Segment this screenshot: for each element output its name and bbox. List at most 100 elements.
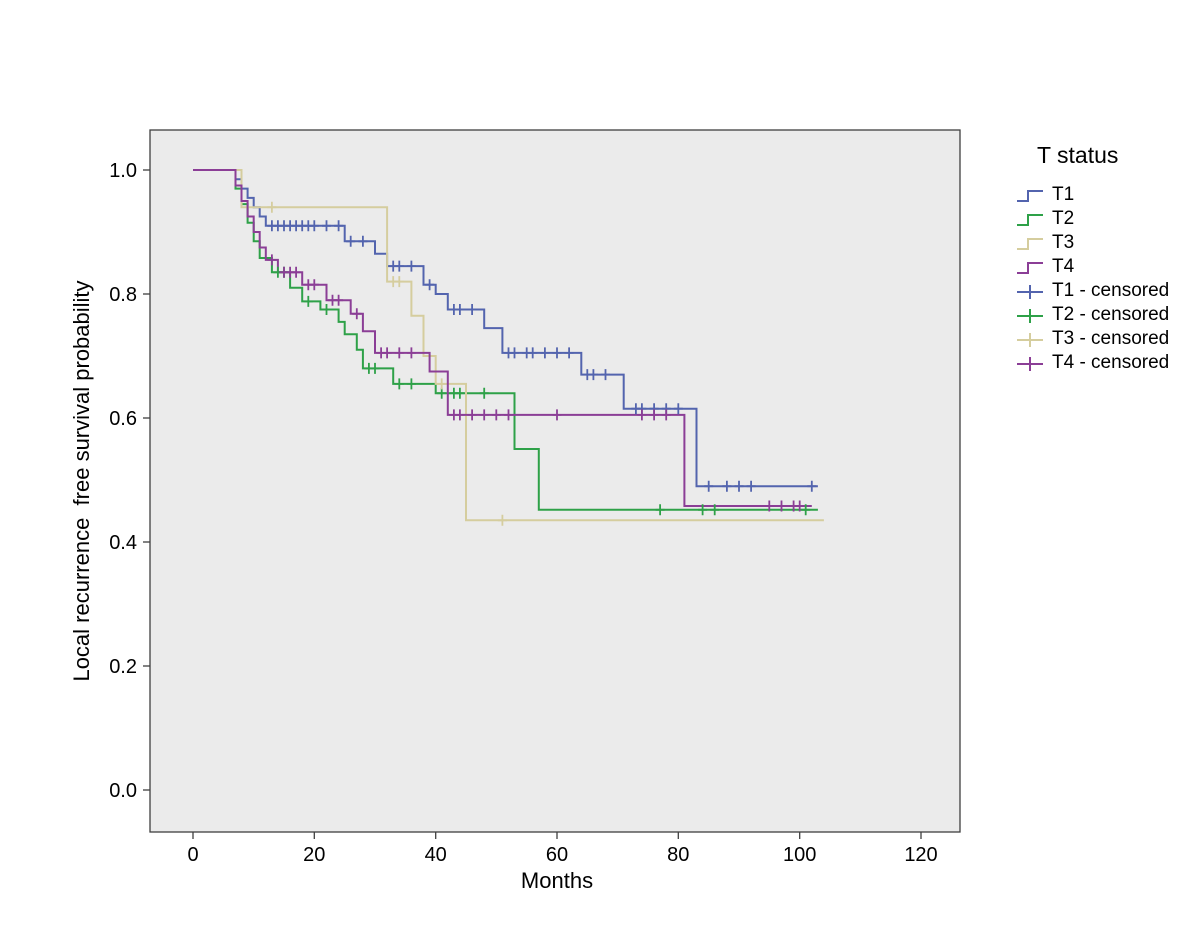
y-tick-label: 0.4	[109, 532, 137, 554]
x-tick-label: 100	[783, 844, 816, 866]
legend-item-t3: T3	[1015, 231, 1200, 255]
x-tick-label: 0	[187, 844, 198, 866]
legend-item-t4---censored: T4 - censored	[1015, 351, 1200, 375]
censor-mark-t4	[334, 294, 344, 306]
censor-mark-t2	[710, 504, 720, 516]
censor-mark-t2	[655, 504, 665, 516]
censor-mark-t4	[479, 409, 489, 421]
censor-mark-t2	[406, 378, 416, 390]
censor-mark-t4	[352, 308, 362, 320]
censor-mark-t1	[564, 347, 574, 359]
legend-item-t2---censored: T2 - censored	[1015, 303, 1200, 327]
censor-mark-t1	[673, 403, 683, 415]
censor-mark-t4	[309, 279, 319, 291]
censor-mark-t3	[497, 514, 507, 526]
legend-label: T4	[1052, 256, 1075, 277]
censor-mark-t1	[722, 480, 732, 492]
legend-items: T1 T2 T3 T4 T1 - censored T2 - censored T3 - c…	[1015, 183, 1200, 375]
series-t3-line	[193, 169, 824, 522]
censor-mark-t4	[552, 409, 562, 421]
legend-step-line-icon	[1017, 237, 1043, 250]
censor-mark-t4	[291, 266, 301, 278]
censor-mark-t4	[637, 409, 647, 421]
y-tick-label: 0.2	[109, 656, 137, 678]
censor-mark-t4	[267, 254, 277, 266]
censor-mark-t1	[406, 260, 416, 272]
series-t2-line	[193, 169, 818, 511]
x-tick-label: 60	[546, 844, 568, 866]
censor-mark-t1	[425, 279, 435, 291]
censor-mark-t1	[309, 220, 319, 232]
censor-mark-t2	[479, 387, 489, 399]
legend-censor-plus-icon	[1017, 284, 1043, 299]
legend-label: T2	[1052, 208, 1075, 229]
censor-mark-t1	[394, 260, 404, 272]
plot-area	[149, 129, 961, 833]
x-tick-label: 40	[425, 844, 447, 866]
censor-mark-t1	[334, 220, 344, 232]
legend-label: T1 - censored	[1052, 280, 1170, 301]
y-tick-label: 1.0	[109, 160, 137, 182]
censor-mark-t2	[394, 378, 404, 390]
censor-mark-t1	[528, 347, 538, 359]
censor-mark-t1	[455, 304, 465, 315]
censor-mark-t1	[588, 369, 598, 381]
censor-mark-t2	[698, 504, 708, 516]
x-tick-label: 120	[904, 844, 937, 866]
legend-step-line-icon	[1017, 189, 1043, 202]
censor-mark-t2	[437, 387, 447, 399]
y-axis-title: Local recurrence free survival probabili…	[69, 280, 94, 682]
censor-mark-t2	[322, 304, 331, 315]
legend-censor-plus-icon	[1017, 308, 1043, 323]
censor-mark-t1	[322, 220, 331, 232]
censor-mark-t1	[552, 347, 562, 359]
censor-mark-t1	[346, 235, 356, 247]
legend: T status T1 T2 T3 T4 T1 - censored T2 - censo…	[1015, 142, 1200, 375]
censor-mark-t1	[467, 304, 477, 315]
legend-item-t1---censored: T1 - censored	[1015, 279, 1200, 303]
censor-mark-t4	[491, 409, 501, 421]
censor-mark-t4	[795, 500, 805, 512]
censor-mark-t1	[746, 480, 756, 492]
censor-mark-t4	[467, 409, 477, 421]
legend-step-line-icon	[1017, 261, 1043, 274]
censor-mark-t2	[303, 295, 313, 307]
censor-mark-t2	[455, 387, 465, 399]
censor-mark-t4	[406, 347, 416, 359]
legend-item-t4: T4	[1015, 255, 1200, 279]
censor-mark-t3	[267, 201, 277, 213]
censor-mark-t3	[437, 378, 447, 390]
legend-label: T3	[1052, 232, 1075, 253]
y-tick-label: 0.8	[109, 284, 137, 306]
censor-mark-t4	[764, 500, 774, 512]
y-tick-label: 0.0	[109, 780, 137, 802]
legend-step-line-icon	[1017, 213, 1043, 226]
censor-mark-t1	[358, 235, 368, 247]
legend-item-t3---censored: T3 - censored	[1015, 327, 1200, 351]
censor-mark-t4	[394, 347, 404, 359]
censor-mark-t2	[370, 362, 380, 374]
legend-label: T3 - censored	[1052, 328, 1170, 349]
legend-item-t1: T1	[1015, 183, 1200, 207]
censor-mark-t4	[455, 409, 465, 421]
x-tick-label: 80	[667, 844, 689, 866]
censor-mark-t1	[601, 369, 610, 381]
censor-mark-t1	[734, 480, 744, 492]
censor-mark-t1	[807, 480, 817, 492]
legend-censor-plus-icon	[1017, 356, 1043, 371]
censor-mark-t4	[504, 409, 513, 421]
legend-item-t2: T2	[1015, 207, 1200, 231]
censor-mark-t2	[801, 504, 811, 516]
x-tick-label: 20	[303, 844, 325, 866]
series-t4-line	[193, 169, 812, 507]
censor-mark-t3	[394, 276, 404, 288]
censor-mark-t1	[510, 347, 519, 359]
legend-censor-plus-icon	[1017, 332, 1043, 347]
censor-mark-t4	[777, 500, 786, 512]
legend-label: T1	[1052, 184, 1075, 205]
censor-mark-t1	[704, 480, 714, 492]
censor-mark-t4	[649, 409, 659, 421]
censor-mark-t1	[540, 347, 550, 359]
censor-mark-t4	[661, 409, 671, 421]
